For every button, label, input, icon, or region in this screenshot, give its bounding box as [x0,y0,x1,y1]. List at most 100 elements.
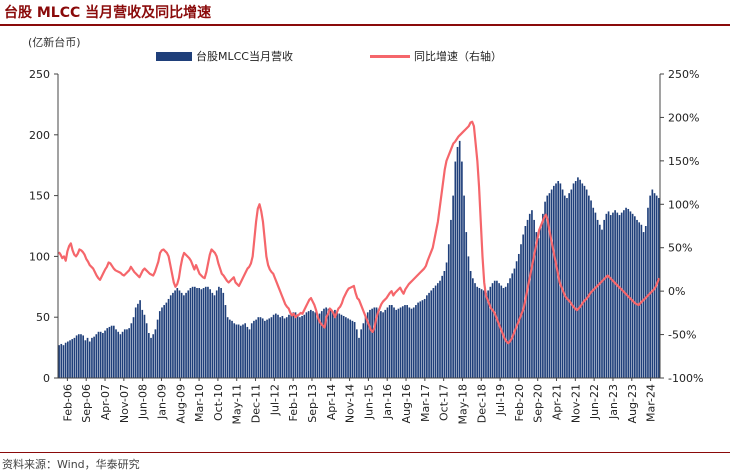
revenue-bar [119,334,122,378]
revenue-bar [185,292,187,378]
revenue-bar [380,311,382,378]
revenue-bar [82,335,84,378]
revenue-bar [134,307,137,378]
revenue-bar [388,305,391,378]
revenue-bar [421,300,424,378]
revenue-bar [408,307,411,378]
revenue-bar [99,331,102,378]
revenue-bar [239,325,242,378]
revenue-bar [456,146,459,378]
revenue-bar [507,283,509,378]
revenue-bar [601,229,603,378]
revenue-bar [638,222,641,378]
x-tick-label: Jul-12 [268,384,281,416]
revenue-bar [362,323,365,378]
revenue-bar [174,290,176,378]
revenue-bar [491,283,494,378]
revenue-bar [257,317,260,378]
right-tick-label: 50% [668,242,692,255]
left-tick-label: 200 [29,129,50,142]
revenue-bar [183,295,185,378]
revenue-bar [542,213,544,378]
x-tick-label: May-11 [231,384,244,425]
revenue-bar [272,314,275,378]
revenue-bar [323,308,325,378]
revenue-bar [458,140,461,378]
revenue-bar [270,317,273,378]
revenue-bar [574,181,577,378]
right-tick-label: 100% [668,198,699,211]
revenue-bar [472,278,474,378]
right-tick-label: 0% [668,285,685,298]
x-tick-label: Jan-09 [155,384,168,420]
revenue-bar [77,334,80,378]
revenue-bar [158,311,161,378]
revenue-bar [198,288,201,378]
revenue-bar [454,161,457,378]
revenue-bar [248,329,251,378]
revenue-bar [605,213,608,378]
revenue-bar [515,261,518,378]
revenue-bar [310,309,312,378]
revenue-bar [148,333,150,378]
revenue-bar [642,232,645,378]
revenue-bar [520,244,522,378]
revenue-bar [371,308,373,378]
revenue-bar [535,232,538,378]
revenue-bar [526,219,529,378]
revenue-bar [417,302,419,378]
revenue-bar [404,305,406,378]
legend-label-revenue: 台股MLCC当月营收 [196,50,293,63]
revenue-bar [410,308,413,378]
source-note: 资料来源：Wind，华泰研究 [2,458,140,471]
revenue-bar [546,195,549,378]
x-tick-label: Apr-21 [551,384,564,420]
revenue-bar [204,286,207,378]
revenue-bar [301,315,303,378]
revenue-bar [607,211,610,378]
revenue-bar [537,238,540,378]
revenue-bar [517,253,520,378]
revenue-bar [167,298,170,378]
x-tick-label: Mar-10 [193,384,206,422]
revenue-bar [69,340,71,378]
right-tick-label: 200% [668,111,699,124]
revenue-bar [369,309,371,378]
revenue-bar [572,183,575,378]
revenue-bar [331,311,334,378]
left-tick-label: 150 [29,190,50,203]
revenue-bar [180,292,183,378]
revenue-bar [391,305,393,378]
revenue-bar [316,314,319,378]
revenue-bar [395,309,398,378]
revenue-bar [117,331,120,378]
revenue-bar [274,313,277,378]
revenue-bar [303,314,306,378]
revenue-bar [428,292,430,378]
revenue-bar [126,329,128,378]
revenue-bar [115,329,117,378]
revenue-bar [202,288,205,378]
x-tick-label: Sep-13 [306,384,319,423]
revenue-bar [334,309,336,378]
revenue-bar [191,286,194,378]
revenue-bar [237,324,240,378]
revenue-bar [156,319,159,378]
revenue-bar [585,189,588,378]
revenue-bar [631,213,634,378]
revenue-bar [463,195,465,378]
revenue-bar [450,219,452,378]
x-tick-label: Aug-23 [626,384,639,423]
revenue-bar [382,312,384,378]
revenue-bar [415,305,417,378]
revenue-bar [285,317,288,378]
x-tick-label: Aug-09 [174,384,187,423]
revenue-bar [487,290,489,378]
revenue-bar [469,270,472,378]
revenue-bar [588,195,590,378]
revenue-bar [229,319,231,378]
revenue-bar [614,210,616,378]
revenue-bar [209,289,211,378]
x-tick-label: Jan-16 [381,384,394,420]
revenue-bar [568,193,570,378]
